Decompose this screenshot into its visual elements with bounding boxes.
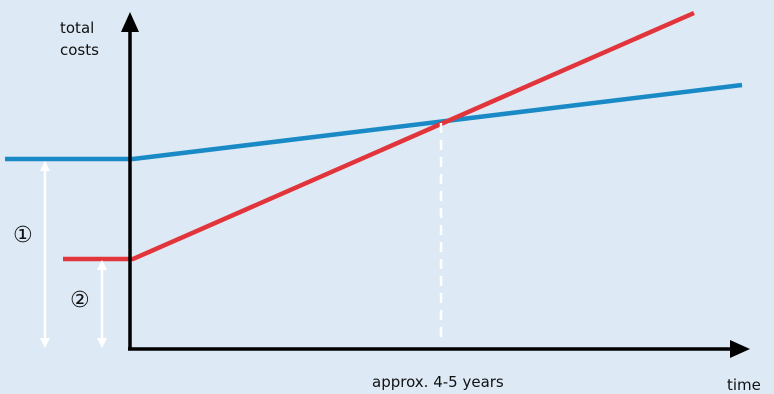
x-axis-arrowhead [730,340,750,358]
break-even-label: approx. 4-5 years [372,373,504,391]
series-blue-line [5,82,743,162]
y-axis-label-line1: total [60,19,94,37]
x-axis-label: time [727,376,761,394]
series-red-line [63,10,695,262]
marker-2: ② [70,288,90,313]
y-axis-label-line2: costs [60,41,99,59]
y-axis-arrowhead [121,12,139,32]
marker-1: ① [13,223,33,248]
